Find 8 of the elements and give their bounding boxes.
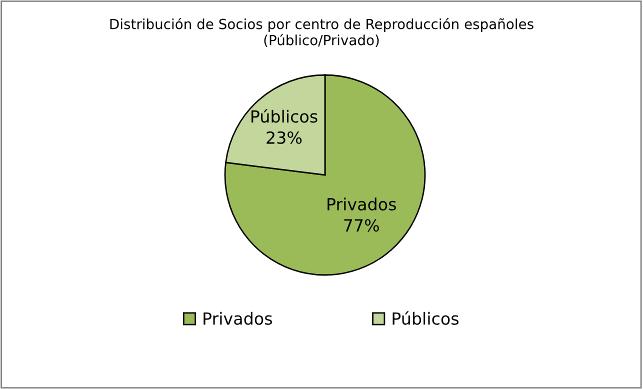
- pie-slice: [224, 74, 426, 276]
- data-label: 77%: [344, 219, 379, 232]
- legend-label: Públicos: [392, 311, 459, 325]
- legend-label: Privados: [204, 312, 272, 325]
- slice-label: Públicos: [252, 109, 318, 123]
- data-label: 23%: [266, 131, 302, 144]
- slice-label: Privados: [328, 198, 396, 210]
- chart-title: Distribución de Socios por centro de Reproducción españoles (Público/Privado): [110, 18, 534, 47]
